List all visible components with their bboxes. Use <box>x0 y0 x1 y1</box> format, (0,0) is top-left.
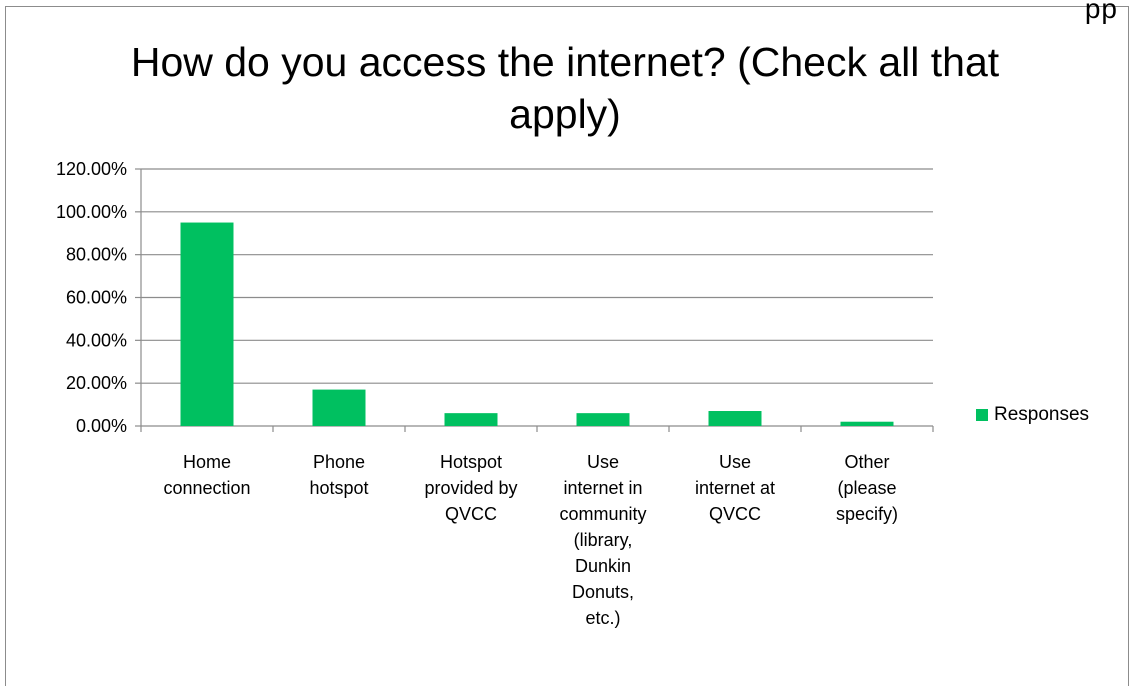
x-tick-label: Home connection <box>163 452 250 498</box>
y-tick-label: 0.00% <box>76 416 127 436</box>
y-tick-label: 60.00% <box>66 288 127 308</box>
legend-swatch <box>976 409 988 421</box>
bar <box>312 389 366 426</box>
x-tick-label: Use internet in community (library, Dunkin Do… <box>559 452 646 628</box>
legend: Responses <box>976 404 1089 426</box>
y-tick-label: 100.00% <box>56 202 127 222</box>
bar <box>576 413 630 426</box>
x-tick-label: Use internet at QVCC <box>695 452 775 524</box>
cut-off-heading-text: pp <box>1084 0 1118 24</box>
chart-title: How do you access the internet? (Check a… <box>130 39 1000 137</box>
bar <box>708 411 762 426</box>
y-tick-label: 40.00% <box>66 330 127 350</box>
bar <box>180 222 234 426</box>
x-tick-label: Hotspot provided by QVCC <box>424 452 517 524</box>
bar <box>444 413 498 426</box>
y-tick-label: 120.00% <box>56 159 127 179</box>
y-tick-label: 80.00% <box>66 245 127 265</box>
y-tick-label: 20.00% <box>66 373 127 393</box>
x-tick-label: Phone hotspot <box>309 452 368 498</box>
legend-label: Responses <box>994 404 1090 425</box>
bar <box>840 421 894 426</box>
chart-frame: pp <box>5 0 1129 686</box>
x-tick-label: Other (please specify) <box>836 452 898 524</box>
